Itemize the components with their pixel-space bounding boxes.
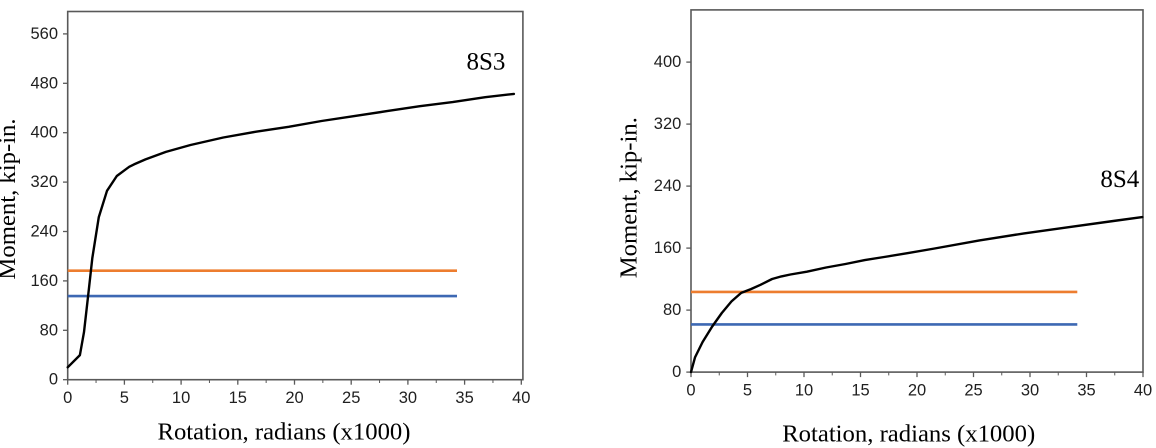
svg-text:15: 15 [851, 381, 869, 399]
svg-text:240: 240 [654, 177, 682, 195]
svg-text:8S3: 8S3 [466, 49, 505, 76]
svg-text:Moment, kip-in.: Moment, kip-in. [0, 118, 21, 279]
svg-text:30: 30 [399, 389, 417, 407]
svg-text:10: 10 [172, 389, 190, 407]
svg-text:8S4: 8S4 [1100, 166, 1139, 193]
svg-text:160: 160 [30, 272, 58, 290]
svg-text:0: 0 [49, 371, 58, 389]
svg-text:80: 80 [663, 301, 681, 319]
svg-text:15: 15 [229, 389, 247, 407]
svg-text:40: 40 [512, 389, 530, 407]
svg-text:320: 320 [654, 115, 682, 133]
svg-text:160: 160 [654, 239, 682, 257]
svg-text:20: 20 [285, 389, 303, 407]
svg-text:5: 5 [743, 381, 752, 399]
svg-text:10: 10 [795, 381, 813, 399]
svg-text:0: 0 [686, 381, 695, 399]
svg-text:Rotation, radians (x1000): Rotation, radians (x1000) [158, 419, 411, 446]
svg-text:35: 35 [1077, 381, 1095, 399]
svg-text:400: 400 [654, 53, 682, 71]
svg-text:80: 80 [40, 321, 58, 339]
svg-text:5: 5 [120, 389, 129, 407]
svg-text:25: 25 [964, 381, 982, 399]
svg-text:320: 320 [30, 173, 58, 191]
svg-text:25: 25 [342, 389, 360, 407]
svg-text:240: 240 [30, 223, 58, 241]
svg-text:400: 400 [30, 124, 58, 142]
svg-text:20: 20 [908, 381, 926, 399]
svg-text:35: 35 [455, 389, 473, 407]
svg-text:480: 480 [30, 74, 58, 92]
svg-text:0: 0 [672, 363, 681, 381]
svg-text:Moment, kip-in.: Moment, kip-in. [615, 117, 642, 278]
svg-text:0: 0 [63, 389, 72, 407]
svg-text:30: 30 [1021, 381, 1039, 399]
svg-text:Rotation, radians (x1000): Rotation, radians (x1000) [782, 420, 1035, 447]
svg-text:40: 40 [1134, 381, 1152, 399]
svg-text:560: 560 [30, 25, 58, 43]
